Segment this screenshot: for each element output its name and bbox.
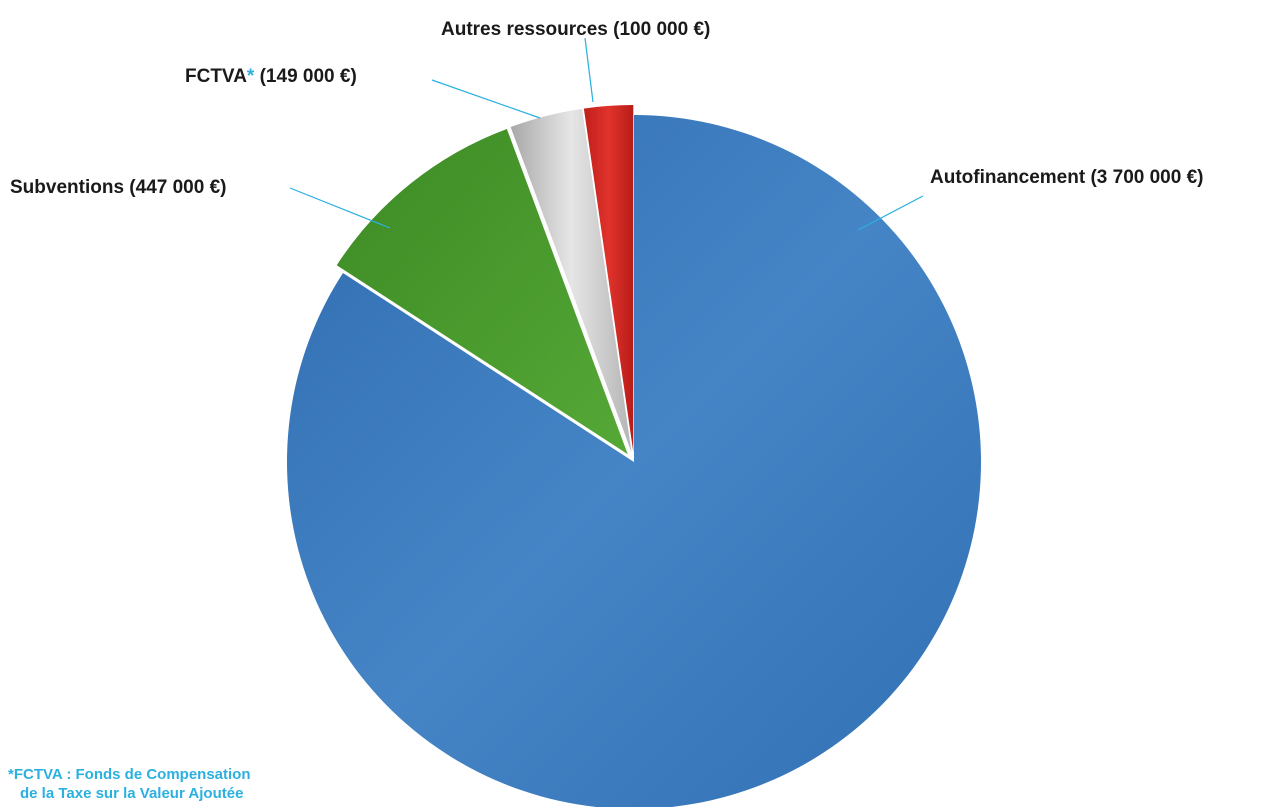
leader-line-autofinancement xyxy=(857,195,924,231)
leader-line-fctva xyxy=(431,79,541,119)
label-fctva: FCTVA* (149 000 €) xyxy=(185,66,357,87)
leader-line-subventions xyxy=(289,187,391,229)
pie-slice-autofinancement xyxy=(286,115,981,807)
pie-slice-subventions xyxy=(336,128,628,455)
pie-slice-autres-ressources xyxy=(583,105,634,453)
footnote-line-1: *FCTVA : Fonds de Compensation xyxy=(8,766,251,783)
label-subventions: Subventions (447 000 €) xyxy=(10,177,226,198)
pie-slice-fctva xyxy=(510,108,632,453)
label-autres-ressources: Autres ressources (100 000 €) xyxy=(441,19,710,40)
leader-line-autres-ressources xyxy=(584,37,594,103)
fctva-asterisk: * xyxy=(247,66,255,87)
label-autofinancement: Autofinancement (3 700 000 €) xyxy=(930,167,1204,188)
footnote-line-2: de la Taxe sur la Valeur Ajoutée xyxy=(20,785,243,802)
